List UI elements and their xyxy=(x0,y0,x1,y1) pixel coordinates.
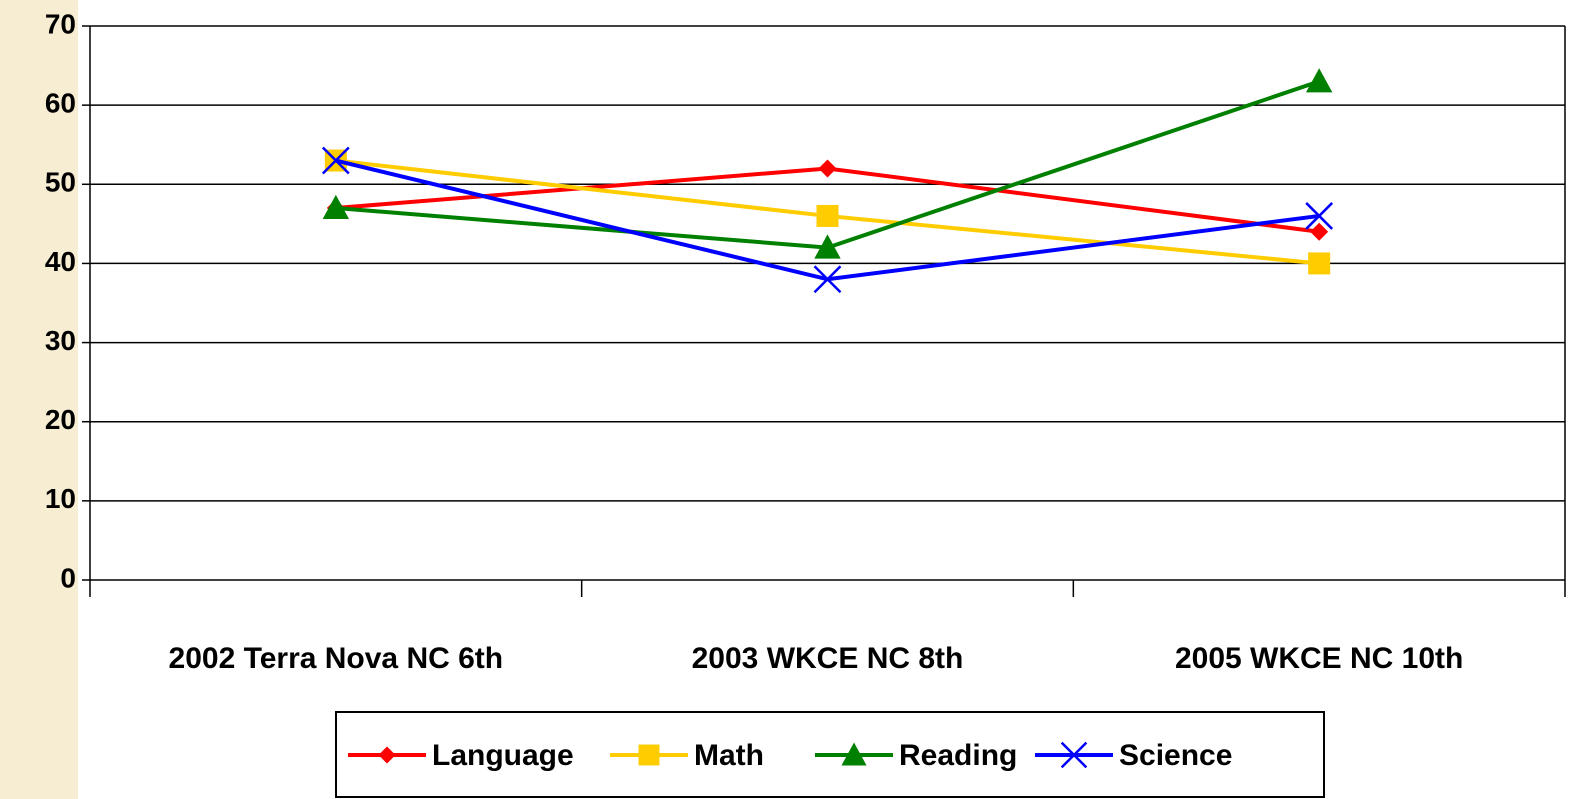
y-tick-label: 30 xyxy=(45,325,76,356)
marker xyxy=(638,744,660,766)
legend-label: Math xyxy=(694,739,764,772)
y-tick-label: 0 xyxy=(60,562,76,593)
marker xyxy=(841,742,867,766)
x-tick-label: 2005 WKCE NC 10th xyxy=(1175,642,1463,675)
y-tick-label: 50 xyxy=(45,167,76,198)
marker xyxy=(1310,222,1329,241)
marker xyxy=(1305,68,1333,93)
marker xyxy=(813,265,842,294)
y-tick-label: 10 xyxy=(45,483,76,514)
legend-label: Language xyxy=(432,739,574,772)
y-tick-label: 20 xyxy=(45,404,76,435)
y-tick-label: 70 xyxy=(45,8,76,39)
legend-label: Science xyxy=(1119,739,1232,772)
marker xyxy=(1060,741,1088,769)
marker xyxy=(322,194,350,220)
y-tick-label: 40 xyxy=(45,246,76,277)
y-tick-label: 60 xyxy=(45,88,76,119)
legend-label: Reading xyxy=(899,739,1017,772)
marker xyxy=(816,204,839,227)
marker xyxy=(1305,202,1334,230)
marker xyxy=(1308,252,1331,275)
x-tick-label: 2002 Terra Nova NC 6th xyxy=(169,642,504,675)
marker xyxy=(814,234,841,259)
marker xyxy=(378,746,396,764)
x-tick-label: 2003 WKCE NC 8th xyxy=(692,642,964,675)
marker xyxy=(321,146,350,175)
side-strip xyxy=(0,0,78,799)
marker xyxy=(818,159,837,178)
